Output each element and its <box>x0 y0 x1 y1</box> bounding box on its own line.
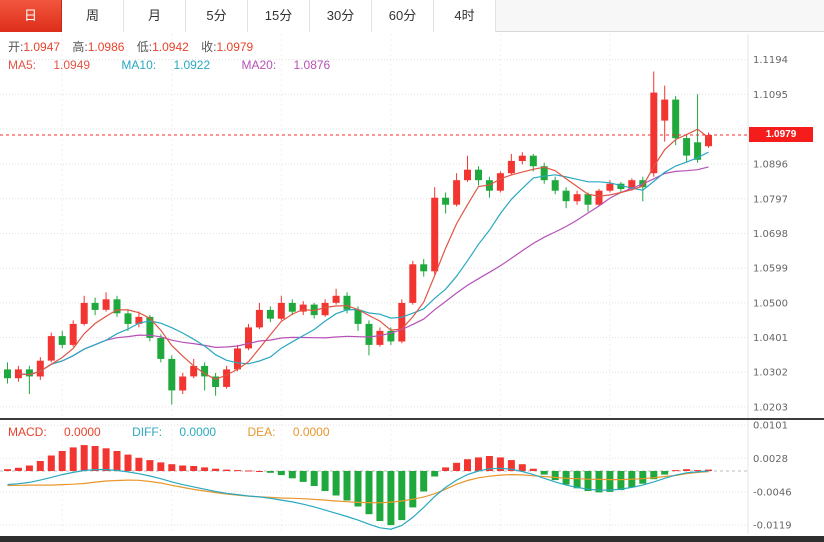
high-label: 高: <box>72 40 88 54</box>
ma20-value: MA20: 1.0876 <box>241 58 331 72</box>
tab-15min[interactable]: 15分 <box>248 0 310 32</box>
ma5-value: MA5: 1.0949 <box>8 58 91 72</box>
tab-60min[interactable]: 60分 <box>372 0 434 32</box>
svg-text:1.1194: 1.1194 <box>753 55 788 66</box>
svg-text:0.0101: 0.0101 <box>753 421 788 432</box>
close-value: 1.0979 <box>216 40 254 54</box>
svg-text:-0.0119: -0.0119 <box>753 521 792 532</box>
price-tag: 1.0979 <box>749 127 813 142</box>
close-label: 收: <box>201 40 217 54</box>
tab-day[interactable]: 日 <box>0 0 62 32</box>
diff-value: DIFF: 0.0000 <box>132 425 217 439</box>
tab-30min[interactable]: 30分 <box>310 0 372 32</box>
open-value: 1.0947 <box>23 40 61 54</box>
tab-5min[interactable]: 5分 <box>186 0 248 32</box>
svg-text:1.0896: 1.0896 <box>753 160 788 171</box>
ohlc-info: 开:1.0947 高:1.0986 低:1.0942 收:1.0979 <box>8 38 262 55</box>
svg-text:1.0302: 1.0302 <box>753 368 788 379</box>
macd-info: MACD: 0.0000 DIFF: 0.0000 DEA: 0.0000 <box>8 425 358 439</box>
svg-text:-0.0046: -0.0046 <box>753 487 792 498</box>
svg-text:1.0698: 1.0698 <box>753 229 788 240</box>
svg-text:0.0028: 0.0028 <box>753 454 788 465</box>
svg-text:1.0599: 1.0599 <box>753 264 788 275</box>
svg-text:1.1095: 1.1095 <box>753 90 788 101</box>
low-label: 低: <box>136 40 153 54</box>
period-tabbar: 日 周 月 5分 15分 30分 60分 4时 <box>0 0 824 32</box>
tab-week[interactable]: 周 <box>62 0 124 32</box>
open-label: 开: <box>8 40 24 54</box>
high-value: 1.0986 <box>87 40 125 54</box>
low-value: 1.0942 <box>152 40 189 54</box>
svg-text:1.0500: 1.0500 <box>753 298 788 309</box>
macd-value: MACD: 0.0000 <box>8 425 101 439</box>
dea-value: DEA: 0.0000 <box>247 425 330 439</box>
svg-text:1.0797: 1.0797 <box>753 194 788 205</box>
tab-4hour[interactable]: 4时 <box>434 0 496 32</box>
ma10-value: MA10: 1.0922 <box>121 58 211 72</box>
svg-text:1.0203: 1.0203 <box>753 402 788 413</box>
ma-info: MA5: 1.0949 MA10: 1.0922 MA20: 1.0876 <box>8 58 358 72</box>
svg-text:1.0401: 1.0401 <box>753 333 788 344</box>
tab-month[interactable]: 月 <box>124 0 186 32</box>
